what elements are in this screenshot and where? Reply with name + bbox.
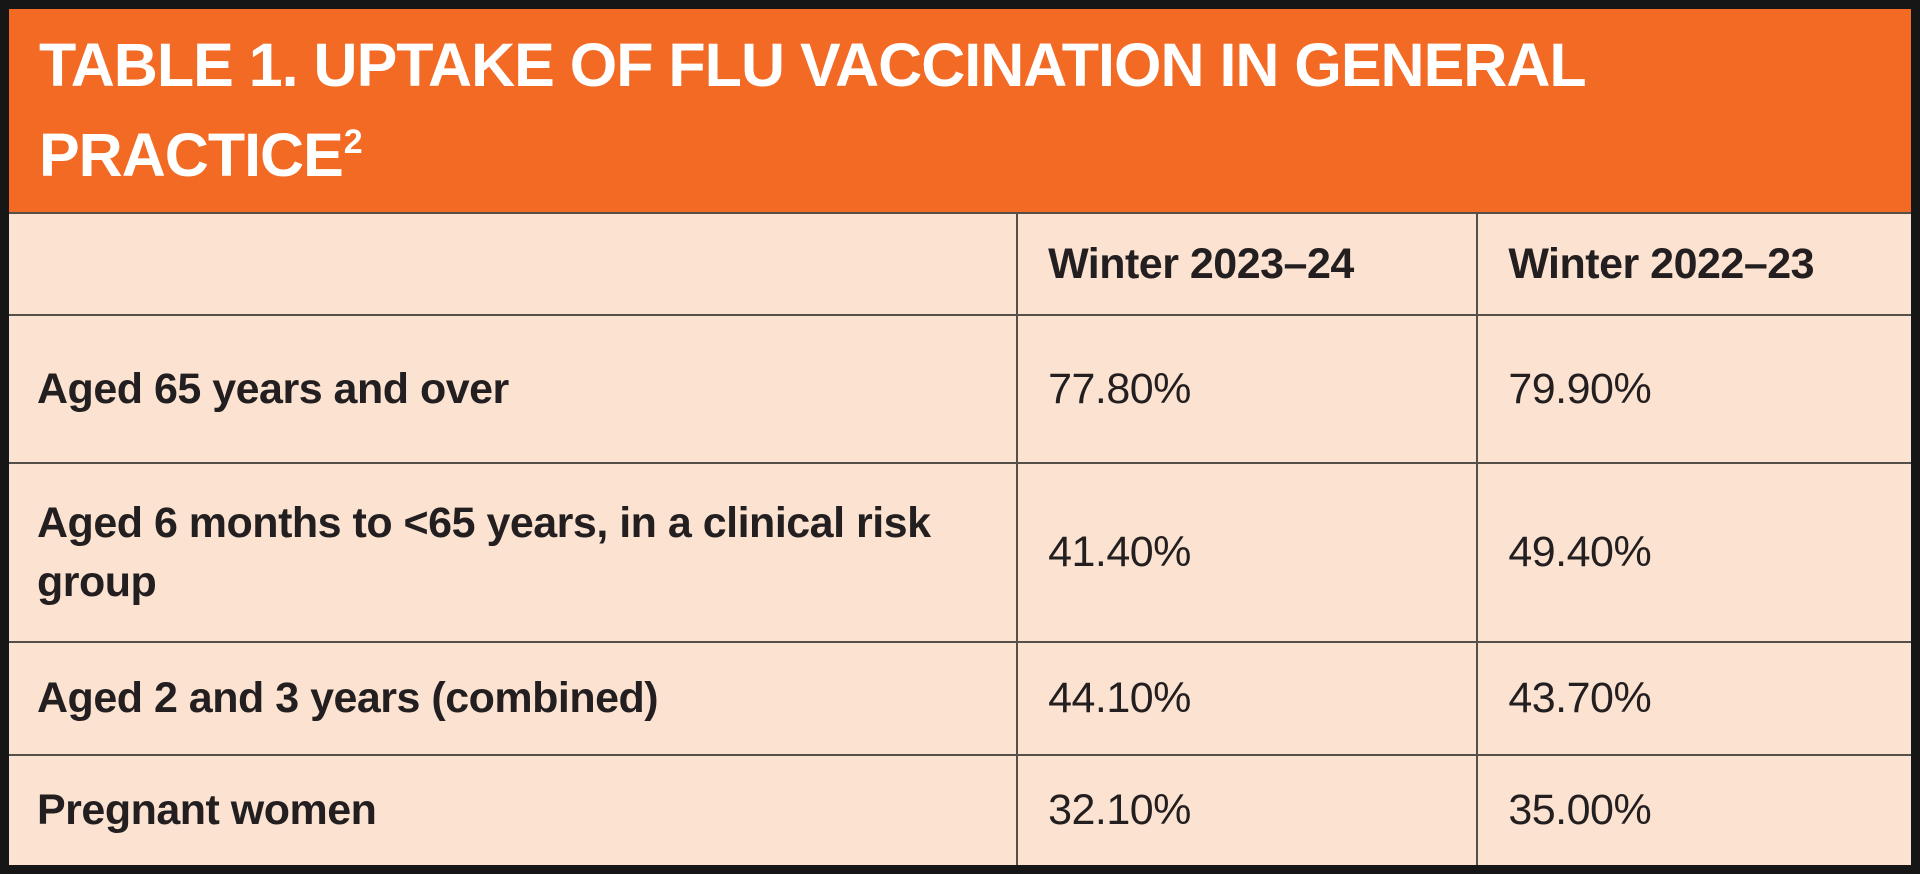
corner-cell	[9, 213, 1019, 317]
title-footnote-superscript: 2	[343, 122, 363, 161]
value-cell: 43.70%	[1476, 641, 1911, 756]
value-cell: 41.40%	[1016, 461, 1479, 644]
value-cell: 35.00%	[1476, 753, 1911, 865]
column-header-winter-2022-23: Winter 2022–23	[1476, 213, 1911, 317]
table-row: Aged 6 months to <65 years, in a clinica…	[9, 461, 1911, 644]
row-label-aged-65-and-over: Aged 65 years and over	[9, 314, 1019, 464]
table-row: Pregnant women 32.10% 35.00%	[9, 753, 1911, 865]
table-title-text: TABLE 1. UPTAKE OF FLU VACCINATION IN GE…	[39, 31, 1586, 189]
table-title-banner: TABLE 1. UPTAKE OF FLU VACCINATION IN GE…	[9, 9, 1911, 212]
value-cell: 77.80%	[1016, 314, 1479, 464]
value-cell: 44.10%	[1016, 641, 1479, 756]
column-header-winter-2023-24: Winter 2023–24	[1016, 213, 1479, 317]
row-label-clinical-risk-group: Aged 6 months to <65 years, in a clinica…	[9, 461, 1019, 644]
table-header-row: Winter 2023–24 Winter 2022–23	[9, 213, 1911, 317]
flu-uptake-table: Winter 2023–24 Winter 2022–23 Aged 65 ye…	[9, 212, 1911, 865]
table-row: Aged 2 and 3 years (combined) 44.10% 43.…	[9, 641, 1911, 756]
row-label-aged-2-and-3-years: Aged 2 and 3 years (combined)	[9, 641, 1019, 756]
table-title: TABLE 1. UPTAKE OF FLU VACCINATION IN GE…	[9, 9, 1689, 200]
value-cell: 49.40%	[1476, 461, 1911, 644]
table-row: Aged 65 years and over 77.80% 79.90%	[9, 314, 1911, 464]
row-label-pregnant-women: Pregnant women	[9, 753, 1019, 865]
value-cell: 79.90%	[1476, 314, 1911, 464]
value-cell: 32.10%	[1016, 753, 1479, 865]
